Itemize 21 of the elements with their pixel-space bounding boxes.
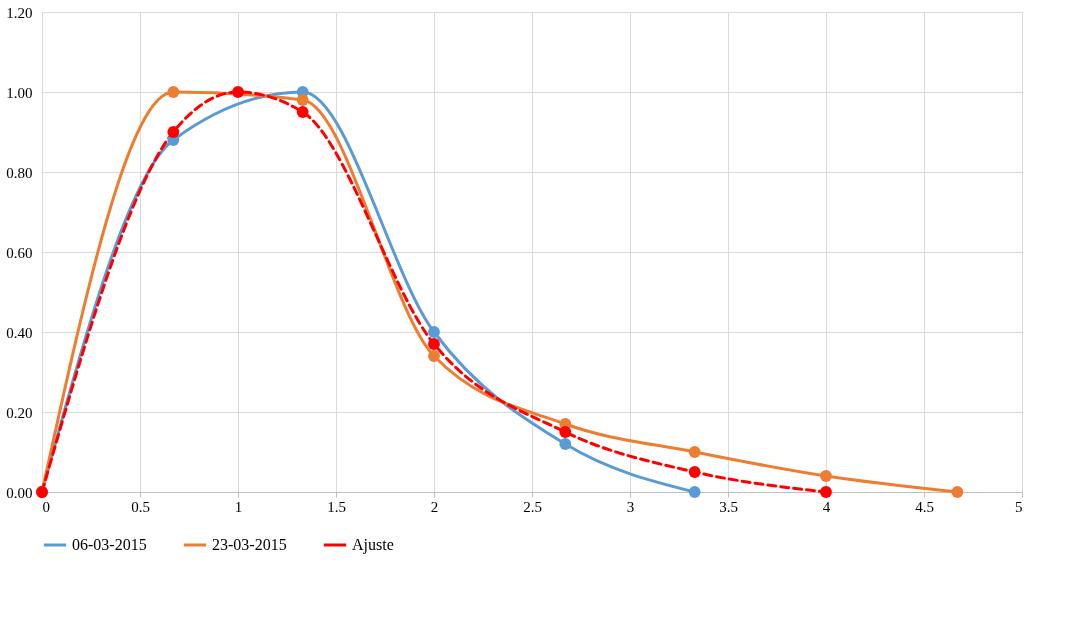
y-tick-label: 0.60 xyxy=(6,244,33,261)
x-tick-label: 3.5 xyxy=(719,498,738,515)
legend-label: Ajuste xyxy=(352,536,394,554)
x-tick-label: 2.5 xyxy=(523,498,542,515)
x-tick-label: 4 xyxy=(822,498,831,515)
y-tick-label: 0.00 xyxy=(6,484,33,501)
y-tick-label: 1.00 xyxy=(6,84,33,101)
y-tick-label: 0.80 xyxy=(6,164,33,181)
legend-label: 23-03-2015 xyxy=(212,536,287,553)
legend-label: 06-03-2015 xyxy=(72,536,147,553)
y-tick-label: 1.20 xyxy=(6,4,33,21)
x-tick-label: 1.5 xyxy=(327,498,346,515)
x-tick-label: 3 xyxy=(626,498,635,515)
y-tick-label: 0.40 xyxy=(6,324,33,341)
x-tick-label: 4.5 xyxy=(915,498,934,515)
x-tick-label: 0.5 xyxy=(131,498,150,515)
x-tick-label: 0 xyxy=(42,498,50,515)
x-tick-label: 2 xyxy=(430,498,439,515)
y-tick-label: 0.20 xyxy=(6,404,33,421)
x-tick-label: 5 xyxy=(1015,498,1023,515)
x-tick-label: 1 xyxy=(234,498,243,515)
